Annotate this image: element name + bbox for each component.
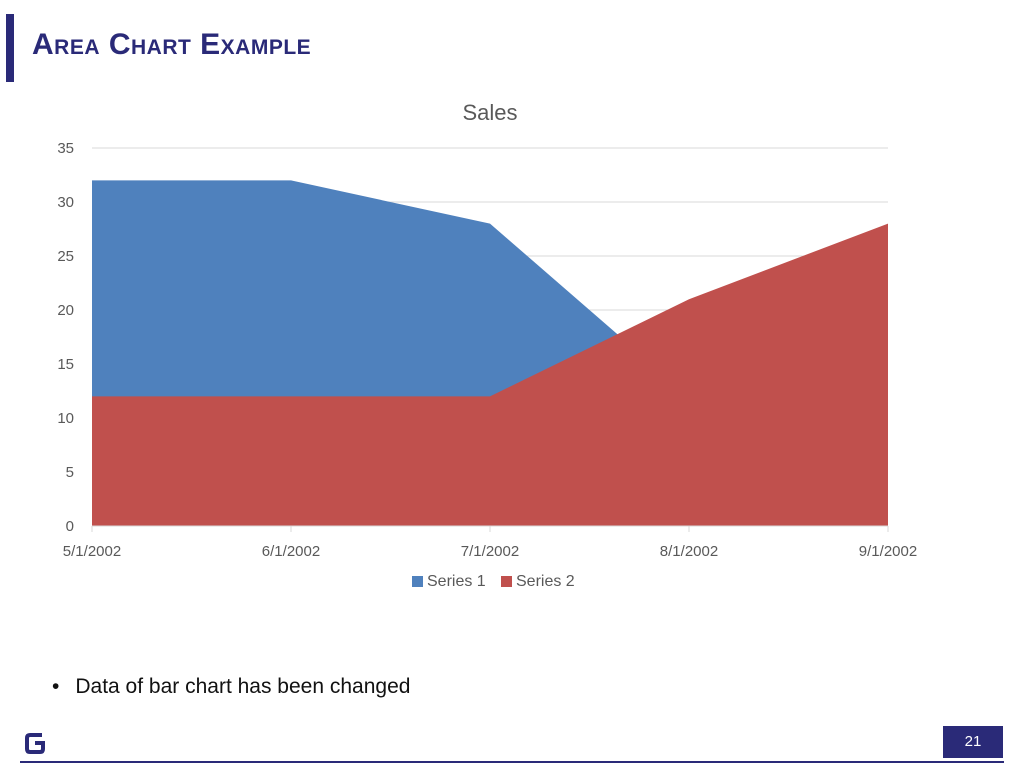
x-tick-label: 7/1/2002 bbox=[461, 543, 519, 560]
page-number: 21 bbox=[943, 726, 1003, 758]
y-tick-label: 15 bbox=[57, 356, 74, 373]
y-tick-label: 10 bbox=[57, 410, 74, 427]
y-tick-label: 30 bbox=[57, 194, 74, 211]
x-tick-label: 5/1/2002 bbox=[63, 543, 121, 560]
y-tick-label: 25 bbox=[57, 248, 74, 265]
area-chart: Sales 0 5 10 15 20 25 30 35 5/1/2002 6/1/2002 7/1… bbox=[57, 100, 917, 590]
logo-icon bbox=[25, 733, 45, 754]
bullet-symbol: • bbox=[52, 675, 60, 698]
y-tick-label: 5 bbox=[66, 464, 74, 481]
chart-title: Sales bbox=[462, 100, 517, 125]
bullet-text: Data of bar chart has been changed bbox=[75, 675, 411, 698]
y-tick-label: 0 bbox=[66, 518, 74, 535]
y-tick-label: 20 bbox=[57, 302, 74, 319]
footer-rule bbox=[20, 761, 1004, 763]
title-accent-bar bbox=[6, 14, 14, 82]
x-tick-label: 8/1/2002 bbox=[660, 543, 718, 560]
axes bbox=[91, 525, 889, 532]
legend-swatch-2 bbox=[501, 576, 512, 587]
series-area-2 bbox=[92, 223, 888, 526]
legend: Series 1 Series 2 bbox=[412, 573, 575, 590]
bullet-item: • Data of bar chart has been changed bbox=[52, 675, 410, 699]
y-tick-label: 35 bbox=[57, 140, 74, 157]
x-tick-label: 9/1/2002 bbox=[859, 543, 917, 560]
series-areas bbox=[92, 180, 888, 526]
legend-swatch-1 bbox=[412, 576, 423, 587]
x-tick-labels: 5/1/2002 6/1/2002 7/1/2002 8/1/2002 9/1/2002 bbox=[63, 543, 917, 560]
x-tick-label: 6/1/2002 bbox=[262, 543, 320, 560]
legend-label-2: Series 2 bbox=[516, 573, 575, 590]
slide-title: Area Chart Example bbox=[32, 28, 312, 61]
legend-label-1: Series 1 bbox=[427, 573, 486, 590]
y-tick-labels: 0 5 10 15 20 25 30 35 bbox=[57, 140, 74, 535]
